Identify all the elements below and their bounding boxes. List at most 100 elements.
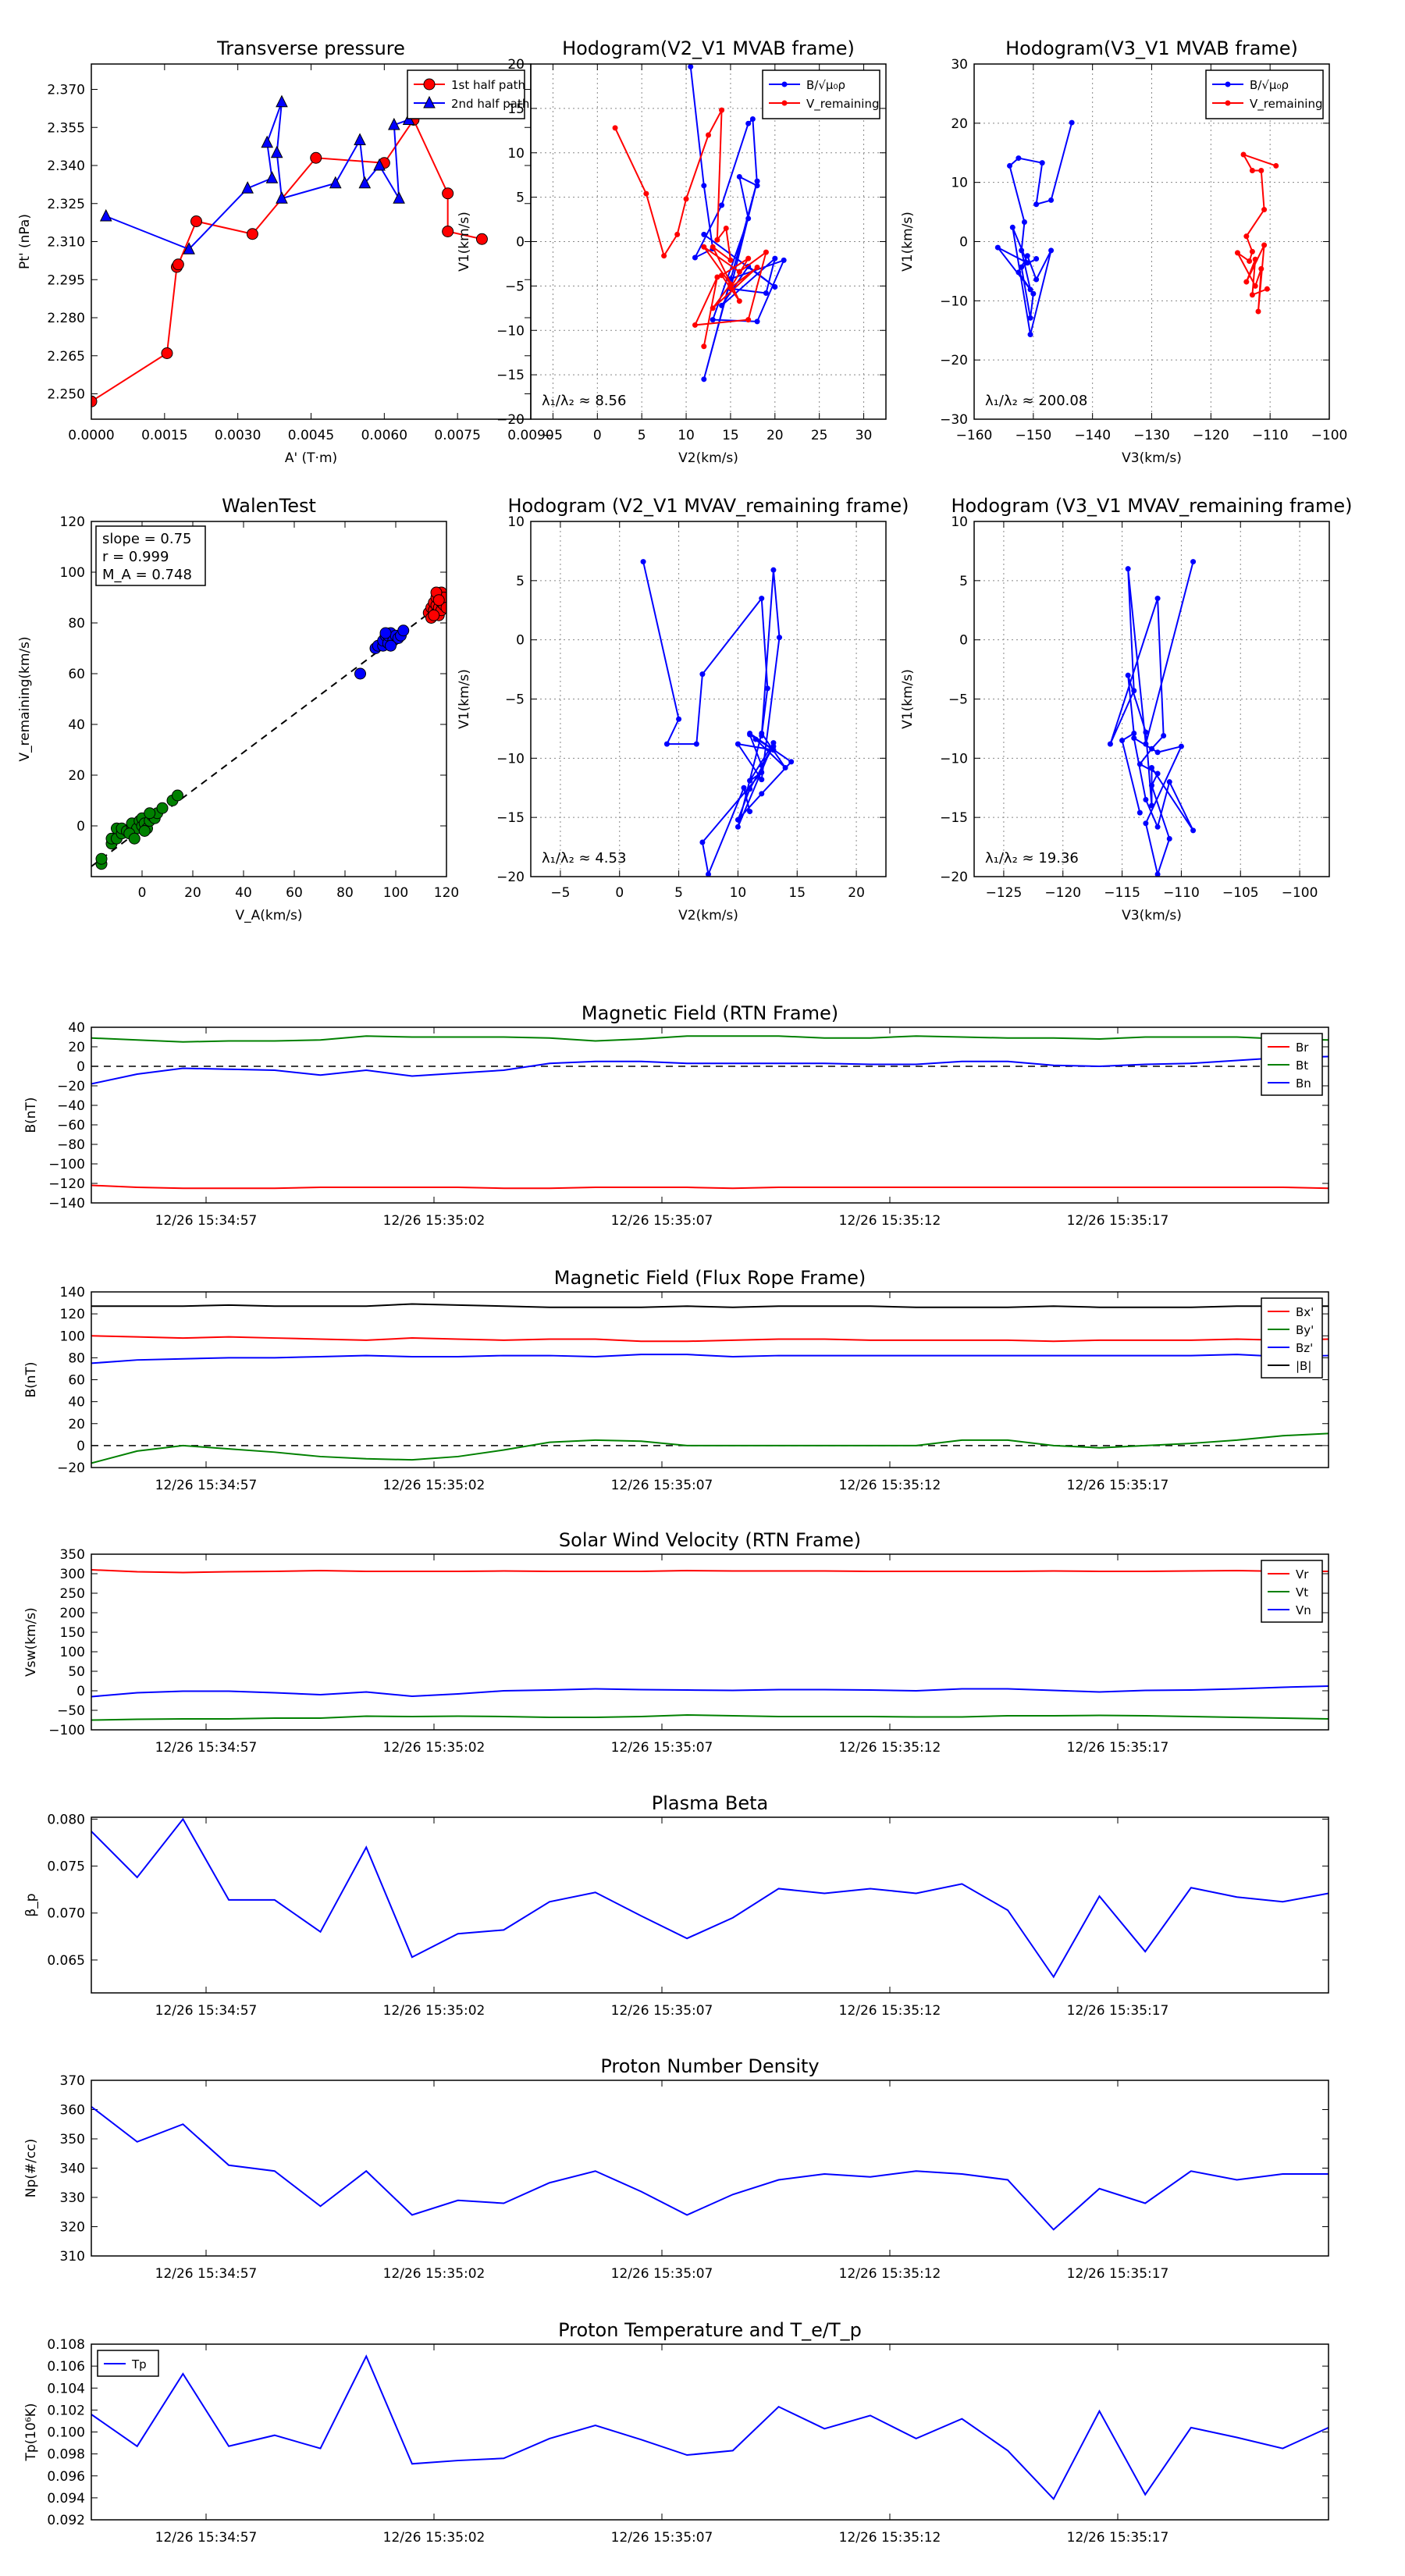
legend: B/√μ₀ρ V_remaining [762, 69, 880, 119]
data-point [1131, 735, 1137, 742]
data-point [699, 671, 706, 678]
data-point [1249, 248, 1255, 254]
legend: Tp [97, 2350, 159, 2377]
series-line-V_remaining [614, 109, 768, 347]
data-point [1033, 276, 1040, 283]
data-point [727, 281, 734, 287]
chart-magnetic-field-rtn: Magnetic Field (RTN Frame) −140 −120 −100 −8… [23, 1002, 1329, 1229]
chart-title: Magnetic Field (Flux Rope Frame) [554, 1267, 866, 1289]
legend-label: Vn [1296, 1603, 1311, 1617]
x-axis-label: V2(km/s) [678, 908, 738, 923]
data-point [745, 255, 752, 262]
y-tick-label: 0 [516, 235, 525, 251]
data-point [763, 249, 769, 255]
chart-magnetic-field-flux-rope: Magnetic Field (Flux Rope Frame) −20 0 20 40… [23, 1267, 1329, 1493]
x-tick-label: 0.0015 [141, 428, 187, 443]
y-tick-label: 2.280 [47, 311, 85, 326]
data-point [1190, 827, 1197, 834]
x-tick-label: 5 [638, 428, 646, 443]
data-point [674, 231, 681, 237]
x-tick-label: −110 [1163, 885, 1200, 901]
data-point [640, 559, 646, 565]
x-tick-label: 15 [722, 428, 739, 443]
x-tick-label: 12/26 15:34:57 [155, 1740, 258, 1756]
data-point [701, 231, 707, 237]
data-point [752, 736, 759, 742]
legend-label: Tp [131, 2357, 147, 2371]
chart-proton-temperature: Proton Temperature and T_e/T_p 0.092 0.094… [23, 2319, 1329, 2546]
x-tick-label: 12/26 15:34:57 [155, 2266, 258, 2282]
data-point [736, 173, 742, 180]
y-tick-label: −10 [496, 323, 525, 339]
series-line-Vt [91, 1713, 1329, 1721]
data-point [1273, 162, 1279, 169]
legend-label: |B| [1296, 1359, 1311, 1373]
chart-title: Proton Temperature and T_e/T_p [558, 2319, 862, 2341]
x-tick-label: 0 [138, 885, 147, 901]
data-point [1154, 749, 1161, 756]
x-tick-label: 12/26 15:35:12 [839, 1478, 941, 1493]
data-point [1252, 256, 1258, 262]
data-point [759, 791, 765, 797]
data-point [270, 145, 283, 158]
data-point [1024, 253, 1030, 259]
series-line-Br [91, 1184, 1329, 1190]
data-point [1019, 264, 1025, 270]
data-point [1027, 286, 1033, 293]
series-line-1st half path [91, 118, 482, 403]
plot-area [1107, 559, 1197, 877]
y-axis-label: B(nT) [23, 1361, 39, 1397]
y-tick-label: 350 [60, 1547, 85, 1563]
x-tick-label: 25 [811, 428, 828, 443]
legend-label: Bn [1296, 1076, 1311, 1091]
data-point [1019, 247, 1025, 254]
data-point [719, 107, 725, 113]
data-point [329, 176, 342, 189]
y-tick-label: 0 [516, 633, 525, 649]
chart-hodogram-v2-v1-mvab: Hodogram(V2_V1 MVAB frame) −5 0 5 10 15 20 25 30… [457, 37, 887, 466]
data-point [1143, 796, 1149, 802]
data-point [358, 176, 372, 189]
data-point [1143, 820, 1149, 827]
plot-frame [973, 521, 1330, 877]
data-point [440, 602, 446, 614]
stats-line: M_A = 0.748 [102, 567, 192, 583]
data-point [1033, 201, 1040, 208]
data-point [1027, 315, 1033, 321]
data-point [764, 685, 770, 692]
series-line-V [1109, 561, 1194, 877]
series-line-Bz' [91, 1354, 1329, 1364]
data-point [172, 789, 183, 802]
x-tick-label: 12/26 15:35:12 [839, 2530, 941, 2546]
data-point [736, 298, 742, 304]
data-point [1234, 250, 1240, 256]
y-axis-label: Tp(10⁶K) [23, 2403, 39, 2461]
y-tick-label: −15 [940, 810, 968, 826]
plot-frame [91, 1291, 1329, 1468]
data-point [1016, 155, 1022, 162]
data-point [741, 785, 747, 791]
data-point [710, 305, 716, 311]
x-tick-label: 12/26 15:34:57 [155, 1478, 258, 1493]
data-point [1154, 871, 1161, 877]
y-tick-label: 360 [60, 2103, 85, 2119]
legend-label: Vt [1296, 1585, 1308, 1599]
y-tick-label: 30 [951, 57, 968, 73]
series-line-Vr [91, 1569, 1329, 1574]
data-point [1131, 688, 1137, 694]
y-tick-label: 20 [68, 1417, 85, 1432]
data-point [759, 770, 765, 776]
eigenvalue-ratio-label: λ₁/λ₂ ≈ 200.08 [985, 393, 1087, 409]
data-point [373, 158, 386, 171]
y-axis-label: V1(km/s) [900, 669, 916, 729]
data-point [183, 242, 195, 254]
data-point [688, 64, 694, 69]
y-tick-label: 100 [60, 1645, 85, 1660]
x-tick-label: −105 [1222, 885, 1259, 901]
data-point [747, 730, 753, 736]
x-tick-label: 0 [593, 428, 602, 443]
data-point [770, 567, 777, 573]
y-tick-label: 0.098 [47, 2447, 85, 2463]
x-tick-label: 12/26 15:35:07 [611, 1740, 713, 1756]
y-tick-label: 20 [507, 57, 525, 73]
